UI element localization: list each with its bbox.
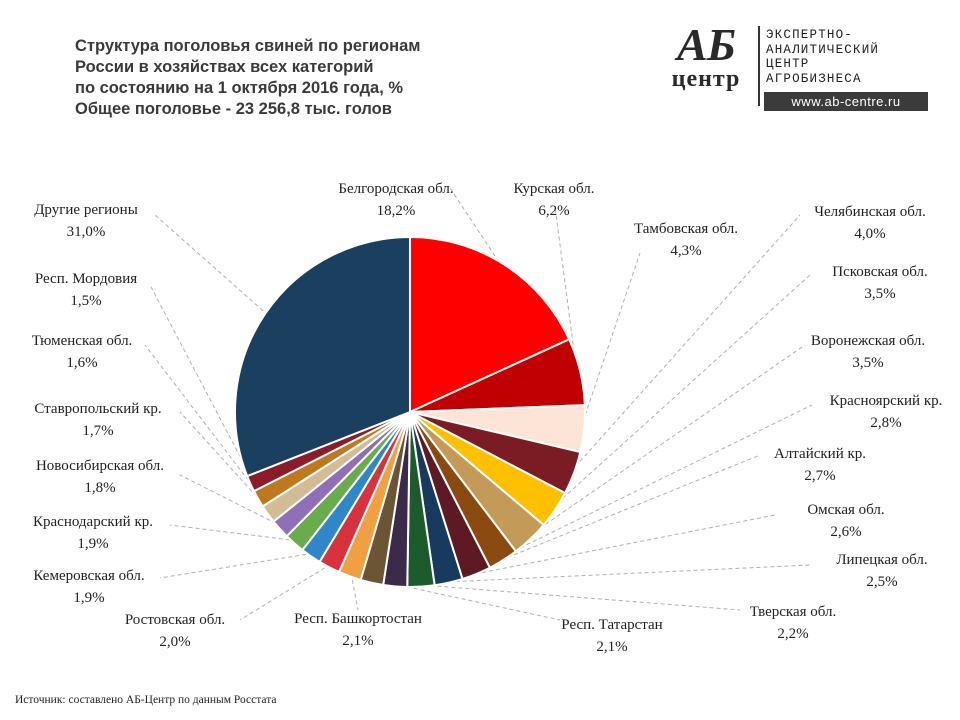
slice-name-label: Челябинская обл. [814,204,926,220]
leader-line [154,214,269,316]
source-note: Источник: составлено АБ-Центр по данным … [15,694,277,706]
leader-line [159,552,313,579]
slice-value-label: 2,2% [777,626,808,642]
slice-name-label: Белгородская обл. [338,181,453,197]
slice-name-label: Ростовская обл. [125,612,225,628]
slice-value-label: 4,3% [670,243,701,259]
title-line: Общее поголовье - 23 256,8 тыс. голов [75,100,392,118]
slice-name-label: Липецкая обл. [836,552,927,568]
title-line: России в хозяйствах всех категорий [75,58,374,76]
leader-line [474,454,761,572]
logo-mark-top: АБ [677,19,736,70]
ab-centre-logo: АБ центр ЭКСПЕРТНО- АНАЛИТИЧЕСКИЙ ЦЕНТР … [652,22,942,114]
leader-line [395,582,741,611]
logo-divider [758,26,760,106]
slice-name-label: Новосибирская обл. [36,458,164,474]
slice-value-label: 1,6% [66,355,97,371]
slice-value-label: 2,8% [870,415,901,431]
logo-text: ЭКСПЕРТНО- АНАЛИТИЧЕСКИЙ ЦЕНТР АГРОБИЗНЕ… [766,28,936,86]
logo-text-line: ЦЕНТР [766,57,810,71]
logo-text-line: АНАЛИТИЧЕСКИЙ [766,42,880,57]
slice-name-label: Курская обл. [514,181,595,197]
slice-value-label: 2,5% [866,574,897,590]
logo-text-line: АГРОБИЗНЕСА [766,71,862,86]
slice-name-label: Кемеровская обл. [33,568,144,584]
slice-value-label: 2,1% [596,639,627,655]
leader-lines [144,187,813,621]
logo-text-line: ЭКСПЕРТНО- [766,28,854,42]
slice-name-label: Другие регионы [34,202,138,218]
slice-name-label: Респ. Мордовия [35,271,137,287]
leader-line [144,344,262,498]
slice-name-label: Псковская обл. [832,264,928,280]
leader-line [580,252,641,429]
slice-value-label: 1,9% [73,590,104,606]
slice-value-label: 3,5% [852,355,883,371]
slice-value-label: 2,0% [159,634,190,650]
slice-value-label: 6,2% [538,203,569,219]
slice-value-label: 1,5% [70,293,101,309]
leader-line [239,563,332,621]
slice-name-label: Тюменская обл. [32,333,133,349]
leader-line [169,524,297,542]
slice-value-label: 1,8% [84,480,115,496]
title-line: по состоянию на 1 октября 2016 года, % [75,79,404,97]
pie-slices [233,235,586,588]
slice-name-label: Воронежская обл. [811,333,925,349]
slice-value-label: 1,7% [82,423,113,439]
leader-line [350,572,359,611]
leader-line [501,404,813,558]
logo-mark: АБ центр [658,19,754,93]
leader-line [449,187,504,269]
slice-name-label: Респ. Башкортостан [294,611,422,627]
slice-value-label: 2,6% [830,524,861,540]
slice-value-label: 2,7% [804,468,835,484]
leader-line [179,474,283,528]
title-line: Структура поголовья свиней по регионам [75,37,421,55]
slice-name-label: Омская обл. [807,502,884,518]
leader-line [420,564,811,584]
slice-value-label: 31,0% [67,224,106,240]
slice-value-label: 2,1% [342,633,373,649]
slice-name-label: Краснодарский кр. [33,514,153,530]
leader-line [570,214,801,473]
logo-url-link[interactable]: www.ab-centre.ru [764,92,928,111]
slice-value-label: 1,9% [77,536,108,552]
leader-line [552,274,811,509]
pie-slice [409,235,571,414]
chart-title: Структура поголовья свиней по регионам Р… [75,36,505,120]
slice-value-label: 18,2% [377,203,416,219]
leader-line [527,344,806,537]
slice-value-label: 3,5% [864,286,895,302]
logo-mark-bottom: центр [671,66,741,92]
slice-value-label: 4,0% [854,226,885,242]
slice-name-label: Тверская обл. [750,604,837,620]
slice-labels: Белгородская обл. 18,2% Курская обл. 6,2% Та… [32,181,943,655]
slice-name-label: Алтайский кр. [774,446,866,462]
slice-name-label: Красноярский кр. [830,393,943,409]
leader-line [149,284,254,483]
slice-name-label: Респ. Татарстан [561,617,662,633]
pie-slice [233,235,411,478]
slice-name-label: Ставропольский кр. [34,401,161,417]
slice-name-label: Тамбовская обл. [634,221,738,237]
